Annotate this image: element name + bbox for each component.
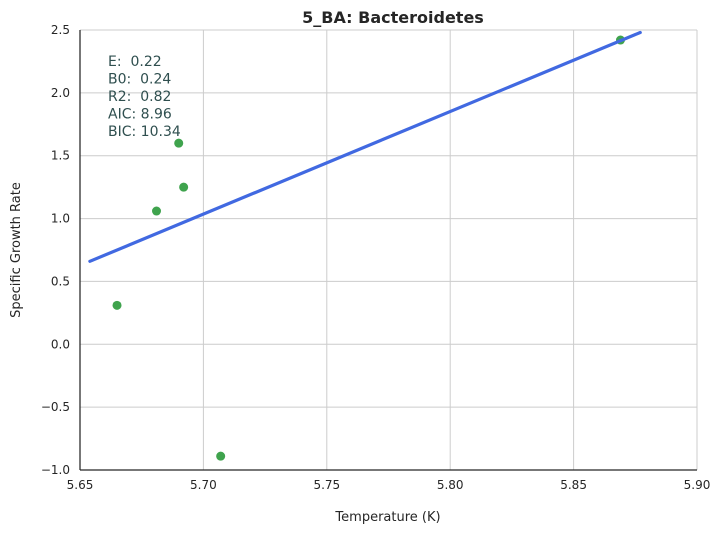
x-axis-label: Temperature (K) xyxy=(334,510,440,525)
chart-title: 5_BA: Bacteroidetes xyxy=(302,8,484,27)
fit-line xyxy=(88,30,642,263)
data-point xyxy=(112,300,122,310)
x-axis-ticks: 5.65 5.70 5.75 5.80 5.85 5.90 xyxy=(67,478,711,492)
y-tick-label: 0.0 xyxy=(51,337,70,351)
x-tick-label: 5.65 xyxy=(67,478,94,492)
data-point xyxy=(216,451,226,461)
y-tick-label: 2.5 xyxy=(51,23,70,37)
y-tick-label: 1.0 xyxy=(51,212,70,226)
axis-spines xyxy=(79,30,697,471)
y-tick-label: −0.5 xyxy=(41,400,70,414)
y-axis-label: Specific Growth Rate xyxy=(9,182,24,318)
data-point xyxy=(152,206,162,216)
fit-stat-annotation: E: 0.22 xyxy=(108,54,162,70)
fit-stat-annotation: BIC: 10.34 xyxy=(108,124,181,140)
x-tick-label: 5.70 xyxy=(190,478,217,492)
y-tick-label: 0.5 xyxy=(51,274,70,288)
fit-stat-annotation: AIC: 8.96 xyxy=(108,107,172,123)
x-tick-label: 5.75 xyxy=(313,478,340,492)
fit-stat-annotation: R2: 0.82 xyxy=(108,89,171,105)
gridlines xyxy=(79,29,698,471)
y-tick-label: 1.5 xyxy=(51,149,70,163)
x-tick-label: 5.85 xyxy=(560,478,587,492)
plot-area xyxy=(88,30,642,461)
fit-stat-annotation: B0: 0.24 xyxy=(108,72,171,88)
y-tick-label: −1.0 xyxy=(41,463,70,477)
data-point xyxy=(174,138,184,148)
x-tick-label: 5.80 xyxy=(437,478,464,492)
data-point xyxy=(179,182,189,192)
y-tick-label: 2.0 xyxy=(51,86,70,100)
x-tick-label: 5.90 xyxy=(684,478,711,492)
y-axis-ticks: −1.0 −0.5 0.0 0.5 1.0 1.5 2.0 2.5 xyxy=(41,23,70,477)
